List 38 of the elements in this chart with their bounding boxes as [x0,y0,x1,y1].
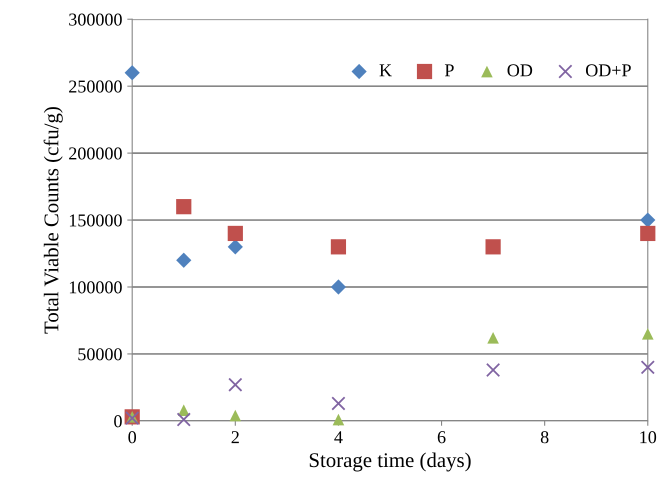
y-tick-label: 250000 [69,80,122,93]
y-tick-label: 0 [114,415,122,428]
point [642,328,654,340]
x-tick-label: 0 [128,431,136,444]
point [330,279,346,295]
x-tick-label: 6 [438,431,446,444]
x-axis-title: Storage time (days) [310,452,471,472]
legend-label: OD+P [586,64,631,76]
point [330,239,346,254]
y-tick-label: 100000 [70,281,122,294]
legend-label: K [380,64,392,76]
legend-label: P [444,64,454,76]
point [332,414,344,426]
point [228,378,242,392]
y-tick-label: 200000 [69,147,122,160]
y-tick-label: 50000 [78,348,122,360]
y-tick-label: 150000 [70,214,122,226]
point [487,332,499,344]
point [176,412,191,427]
legend-label: OD [508,64,532,76]
point [124,65,140,80]
point [176,199,192,214]
point [640,226,656,242]
point [228,239,243,254]
point [640,212,656,228]
x-tick-label: 2 [232,431,239,444]
y-tick-label: 300000 [69,13,122,26]
x-tick-label: 4 [334,431,343,444]
point [640,360,655,374]
x-tick-label: 8 [540,431,548,444]
point [331,396,346,411]
point [486,239,501,254]
point [228,226,243,242]
point [230,410,242,422]
y-axis-title: Total Viable Counts (cfu/g) [44,107,63,334]
point [176,252,192,268]
x-tick-label: 10 [640,431,656,444]
point [486,362,500,378]
